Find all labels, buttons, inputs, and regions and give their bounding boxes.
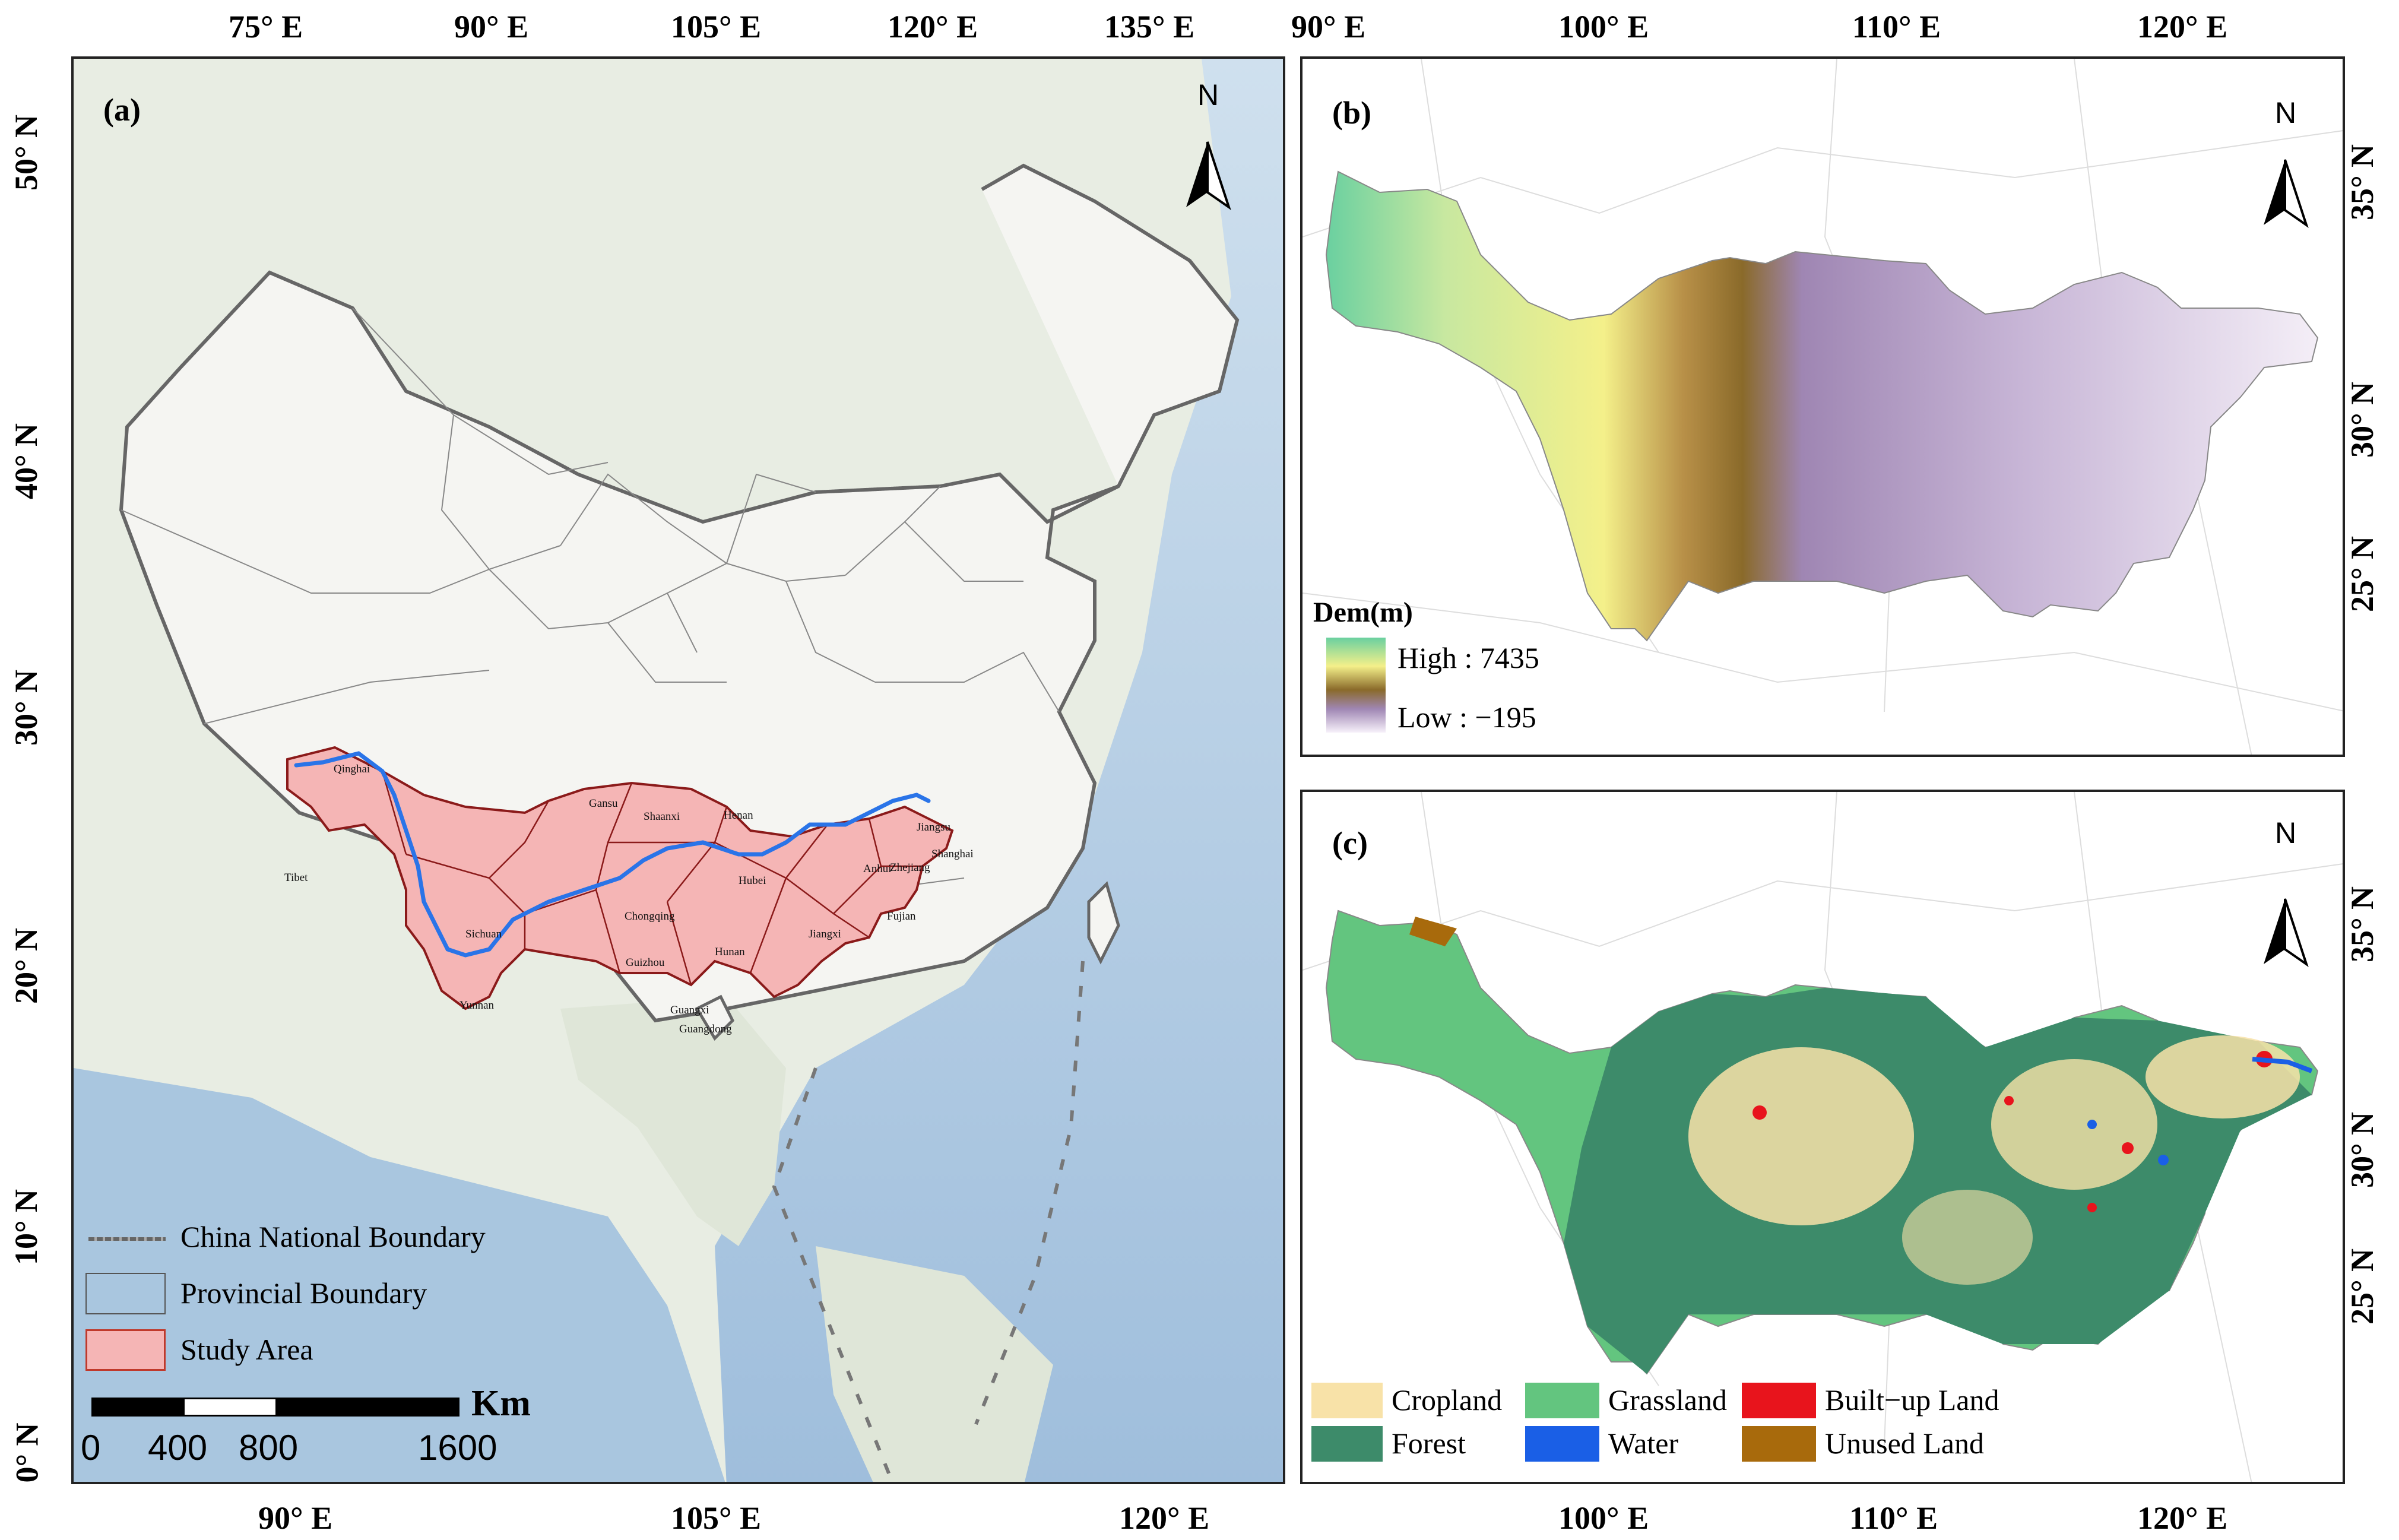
province-label: Sichuan: [465, 928, 502, 940]
legend-grassland-label: Grassland: [1608, 1383, 1727, 1417]
panel-a-map: Qinghai Gansu Shaanxi Henan Jiangsu Shan…: [71, 56, 1285, 1484]
province-label: Shanghai: [931, 848, 974, 860]
panel-c-right-tick: 30° N: [2344, 1111, 2381, 1189]
province-label: Gansu: [589, 797, 618, 810]
legend-cropland-swatch: [1311, 1383, 1383, 1418]
province-label: Jiangxi: [809, 928, 841, 940]
landuse-raster: [1303, 792, 2343, 1482]
scale-bar: [91, 1398, 459, 1417]
panel-a-left-tick: 10° N: [8, 1189, 45, 1266]
province-label: Hunan: [715, 946, 745, 958]
province-label: Chongqing: [625, 910, 675, 923]
panel-b-label: (b): [1332, 95, 1371, 131]
dem-basin-shape: [1325, 170, 2319, 642]
panel-a-top-tick: 90° E: [454, 9, 529, 45]
province-label: Anhui: [863, 863, 892, 875]
province-label: Fujian: [887, 910, 916, 923]
panel-c-landuse-map: N (c) Cropland Grassland Built−up Land F…: [1300, 790, 2345, 1484]
province-label: Shaanxi: [644, 810, 680, 823]
legend-forest-label: Forest: [1392, 1427, 1466, 1460]
panel-a-top-tick: 75° E: [229, 9, 303, 45]
panel-a-bottom-tick: 105° E: [671, 1500, 762, 1536]
province-label: Hubei: [739, 874, 766, 887]
province-label: Tibet: [284, 872, 308, 884]
legend-forest-swatch: [1311, 1426, 1383, 1462]
scale-unit: Km: [471, 1383, 531, 1424]
panel-b-top-tick: 120° E: [2137, 9, 2228, 45]
panel-a-top-tick: 105° E: [671, 9, 762, 45]
scale-label: 1600: [418, 1428, 497, 1468]
panel-a-left-tick: 40° N: [8, 423, 45, 500]
panel-a-left-tick: 30° N: [8, 669, 45, 746]
legend-unused-swatch: [1742, 1426, 1816, 1462]
legend-grassland-swatch: [1525, 1383, 1599, 1418]
dem-raster: [1303, 59, 2343, 755]
dem-legend-title: Dem(m): [1313, 597, 1413, 628]
dem-legend-high: High : 7435: [1397, 641, 1539, 674]
panel-a-left-tick: 20° N: [8, 927, 45, 1005]
panel-b-dem-map: N (b) Dem(m) High : 7435 Low : −195: [1300, 56, 2345, 757]
province-label: Henan: [724, 809, 753, 822]
panel-a-bottom-tick: 90° E: [258, 1500, 333, 1536]
scale-label: 0: [81, 1428, 101, 1468]
panel-b-right-tick: 30° N: [2344, 381, 2381, 458]
dem-legend-ramp: [1326, 638, 1386, 733]
panel-b-top-tick: 90° E: [1291, 9, 1366, 45]
north-label: N: [1197, 78, 1219, 112]
legend-builtup-label: Built−up Land: [1825, 1383, 1999, 1417]
scale-label: 800: [239, 1428, 299, 1468]
province-label: Yunnan: [459, 999, 495, 1012]
panel-b-right-tick: 35° N: [2344, 144, 2381, 221]
legend-provincial-label: Provincial Boundary: [180, 1276, 427, 1310]
north-arrow-icon: [2264, 159, 2309, 229]
north-label: N: [2275, 816, 2297, 850]
panel-c-bottom-tick: 100° E: [1558, 1500, 1649, 1536]
yangtze-river: [294, 751, 931, 958]
legend-builtup-swatch: [1742, 1383, 1816, 1418]
north-arrow-icon: [2264, 898, 2309, 968]
legend-cropland-label: Cropland: [1392, 1383, 1503, 1417]
province-label: Jiangsu: [917, 821, 951, 834]
panel-b-top-tick: 110° E: [1852, 9, 1941, 45]
legend-unused-label: Unused Land: [1825, 1427, 1984, 1460]
dem-legend-low: Low : −195: [1397, 701, 1536, 734]
panel-c-bottom-tick: 120° E: [2137, 1500, 2228, 1536]
legend-national-boundary-swatch: [88, 1237, 166, 1241]
panel-a-top-tick: 135° E: [1104, 9, 1195, 45]
province-label: Guangdong: [679, 1023, 732, 1035]
panel-c-bottom-tick: 110° E: [1849, 1500, 1938, 1536]
panel-c-label: (c): [1332, 825, 1368, 861]
province-label: Guangxi: [670, 1004, 709, 1016]
panel-a-top-tick: 120° E: [888, 9, 978, 45]
legend-national-boundary-label: China National Boundary: [180, 1220, 486, 1253]
panel-a-label: (a): [103, 92, 141, 128]
legend-water-label: Water: [1608, 1427, 1679, 1460]
china-basemap: Qinghai Gansu Shaanxi Henan Jiangsu Shan…: [74, 59, 1283, 1482]
legend-study-swatch: [85, 1329, 166, 1371]
panel-c-right-tick: 35° N: [2344, 886, 2381, 963]
north-arrow-icon: [1186, 141, 1231, 211]
legend-provincial-swatch: [85, 1273, 166, 1314]
legend-study-label: Study Area: [180, 1333, 313, 1366]
panel-a-left-tick: 0° N: [9, 1422, 45, 1483]
north-label: N: [2275, 96, 2297, 129]
scale-label: 400: [148, 1428, 208, 1468]
province-label: Zhejiang: [890, 861, 930, 874]
panel-a-left-tick: 50° N: [8, 114, 45, 191]
panel-b-top-tick: 100° E: [1558, 9, 1649, 45]
panel-a-bottom-tick: 120° E: [1119, 1500, 1210, 1536]
panel-c-right-tick: 25° N: [2344, 1248, 2381, 1325]
province-label: Guizhou: [626, 956, 665, 969]
legend-water-swatch: [1525, 1426, 1599, 1462]
panel-b-right-tick: 25° N: [2344, 535, 2381, 613]
province-label: Qinghai: [334, 763, 370, 775]
